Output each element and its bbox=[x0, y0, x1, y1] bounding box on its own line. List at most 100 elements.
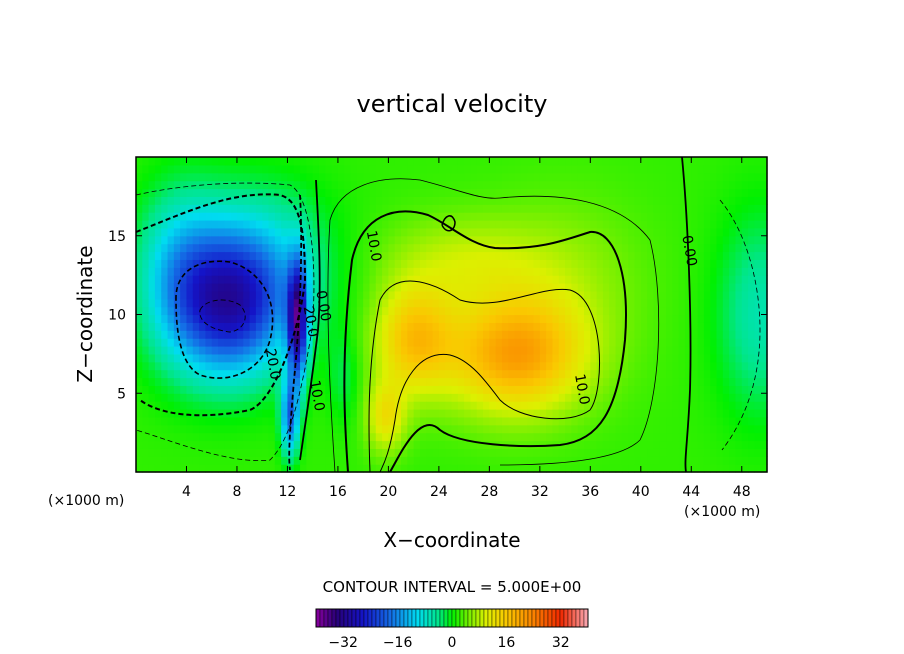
field-cell bbox=[577, 290, 585, 300]
field-cell bbox=[565, 275, 572, 284]
field-cell bbox=[760, 204, 768, 213]
field-cell bbox=[501, 393, 509, 402]
field-cell bbox=[363, 346, 371, 355]
field-cell bbox=[457, 369, 465, 379]
field-cell bbox=[659, 424, 667, 434]
field-cell bbox=[451, 243, 459, 253]
field-cell bbox=[281, 448, 289, 457]
field-cell bbox=[489, 306, 497, 316]
field-cell bbox=[457, 220, 465, 229]
field-cell bbox=[142, 322, 150, 331]
field-cell bbox=[173, 164, 181, 174]
field-cell bbox=[255, 290, 263, 300]
field-cell bbox=[678, 204, 686, 213]
field-cell bbox=[142, 267, 150, 276]
x-unit-label-right: (×1000 m) bbox=[684, 504, 760, 520]
field-cell bbox=[274, 251, 282, 260]
field-cell bbox=[596, 338, 604, 347]
field-cell bbox=[659, 251, 667, 260]
field-cell bbox=[318, 432, 326, 442]
field-cell bbox=[293, 416, 301, 426]
field-cell bbox=[602, 306, 610, 316]
field-cell bbox=[596, 188, 604, 197]
field-cell bbox=[407, 267, 415, 276]
field-cell bbox=[432, 353, 440, 363]
field-cell bbox=[318, 204, 326, 213]
field-cell bbox=[426, 251, 434, 260]
field-cell bbox=[318, 440, 326, 449]
field-cell bbox=[476, 464, 484, 473]
field-cell bbox=[180, 393, 188, 402]
field-cell bbox=[331, 385, 339, 394]
field-cell bbox=[470, 377, 478, 386]
field-cell bbox=[457, 401, 465, 410]
field-cell bbox=[672, 259, 680, 268]
field-cell bbox=[558, 157, 566, 166]
field-cell bbox=[514, 235, 522, 245]
field-cell bbox=[722, 346, 730, 355]
field-cell bbox=[262, 290, 270, 300]
field-cell bbox=[318, 322, 326, 331]
colorbar-swatch bbox=[551, 608, 557, 628]
field-cell bbox=[445, 440, 453, 449]
field-cell bbox=[148, 267, 156, 276]
field-cell bbox=[344, 164, 352, 174]
field-cell bbox=[489, 267, 497, 276]
field-cell bbox=[205, 353, 213, 363]
field-cell bbox=[590, 353, 598, 363]
field-cell bbox=[716, 204, 724, 213]
field-cell bbox=[697, 290, 705, 300]
field-cell bbox=[577, 432, 585, 442]
colorbar-ticks: −32 −16 0 16 32 bbox=[328, 635, 569, 651]
field-cell bbox=[748, 361, 755, 371]
field-cell bbox=[148, 251, 156, 260]
field-cell bbox=[748, 188, 755, 197]
field-cell bbox=[666, 172, 673, 182]
field-cell bbox=[539, 416, 547, 426]
field-cell bbox=[325, 401, 333, 410]
field-cell bbox=[167, 267, 175, 276]
field-cell bbox=[678, 346, 686, 355]
field-cell bbox=[729, 196, 737, 205]
field-cell bbox=[243, 456, 251, 465]
field-cell bbox=[268, 361, 276, 371]
field-cell bbox=[192, 448, 200, 457]
field-cell bbox=[678, 377, 686, 386]
field-cell bbox=[394, 448, 402, 457]
field-cell bbox=[729, 353, 737, 363]
field-cell bbox=[419, 251, 427, 260]
field-cell bbox=[281, 322, 289, 331]
field-cell bbox=[590, 220, 598, 229]
colorbar-swatch bbox=[411, 608, 417, 628]
field-cell bbox=[565, 157, 572, 166]
field-cell bbox=[729, 424, 737, 434]
field-cell bbox=[407, 346, 415, 355]
field-cell bbox=[533, 251, 541, 260]
field-cell bbox=[401, 401, 408, 410]
field-cell bbox=[659, 180, 667, 190]
field-cell bbox=[640, 369, 648, 379]
field-cell bbox=[697, 322, 705, 331]
field-cell bbox=[230, 188, 238, 197]
field-cell bbox=[268, 338, 276, 347]
field-cell bbox=[539, 290, 547, 300]
field-cell bbox=[451, 401, 459, 410]
field-cell bbox=[161, 251, 169, 260]
field-cell bbox=[293, 306, 301, 316]
field-cell bbox=[533, 393, 541, 402]
field-cell bbox=[735, 377, 743, 386]
field-cell bbox=[647, 353, 655, 363]
field-cell bbox=[653, 180, 661, 190]
field-cell bbox=[703, 346, 711, 355]
field-cell bbox=[344, 243, 352, 253]
field-cell bbox=[306, 330, 314, 339]
field-cell bbox=[325, 432, 333, 442]
field-cell bbox=[514, 298, 522, 308]
field-cell bbox=[344, 188, 352, 197]
field-cell bbox=[211, 448, 219, 457]
field-cell bbox=[640, 275, 648, 284]
field-cell bbox=[457, 243, 465, 253]
field-cell bbox=[154, 369, 162, 379]
field-cell bbox=[142, 298, 150, 308]
field-cell bbox=[281, 267, 289, 276]
